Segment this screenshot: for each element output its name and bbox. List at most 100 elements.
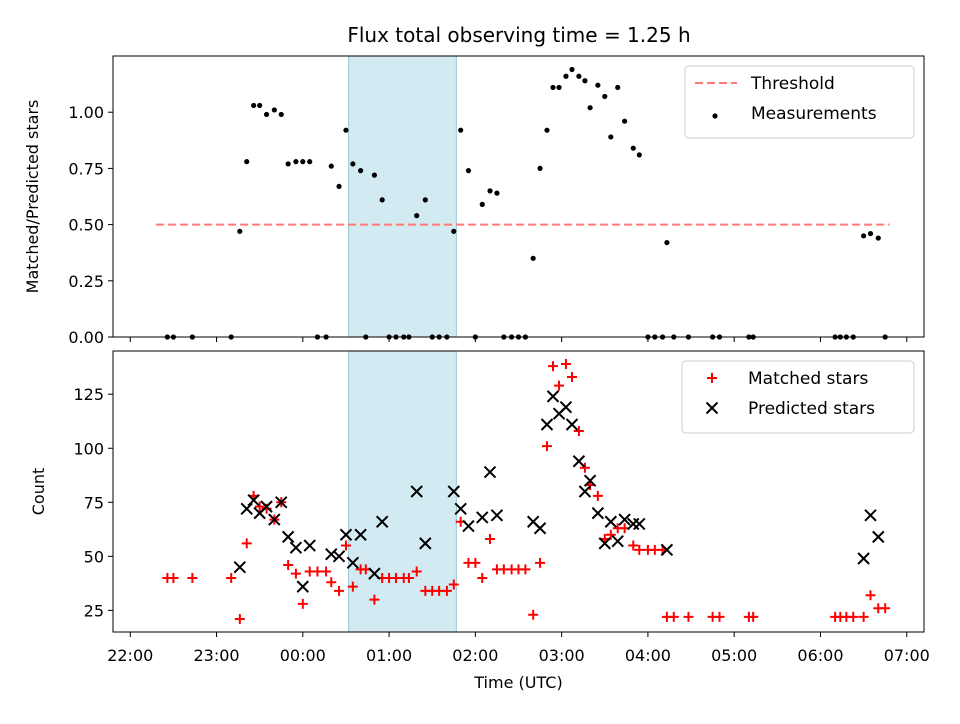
measurement-point xyxy=(636,152,642,158)
matched-star-point xyxy=(628,540,639,551)
measurement-point xyxy=(556,84,562,91)
measurement-point xyxy=(451,228,457,234)
matched-star-point xyxy=(528,609,539,620)
measurement-point xyxy=(587,105,593,111)
matched-star-point xyxy=(485,534,496,545)
predicted-star-point xyxy=(540,418,554,431)
legend-label: Predicted stars xyxy=(748,399,875,419)
y-tick-label: 50 xyxy=(84,547,104,566)
measurement-point xyxy=(237,228,243,234)
legend-label: Threshold xyxy=(750,74,835,94)
matched-star-point xyxy=(748,611,759,622)
predicted-star-point xyxy=(591,506,605,520)
matched-star-point xyxy=(579,462,590,473)
measurement-point xyxy=(244,159,250,165)
count-panel: 25 50 75 100 125 22:00 23:00 00:00 01:00 02:00 03:… xyxy=(29,350,930,692)
measurement-point xyxy=(343,127,349,133)
predicted-star-point xyxy=(346,556,360,570)
measurement-point xyxy=(563,73,569,79)
predicted-star-point xyxy=(872,530,885,544)
measurement-point xyxy=(602,93,608,100)
measurement-point xyxy=(569,66,575,73)
measurement-point xyxy=(350,161,356,167)
matched-star-point xyxy=(326,577,337,588)
matched-star-point xyxy=(573,425,584,436)
predicted-star-point xyxy=(332,550,346,563)
matched-star-point xyxy=(668,611,679,622)
predicted-star-point xyxy=(618,513,631,526)
predicted-star-point xyxy=(354,528,367,541)
measurement-point xyxy=(487,188,493,194)
matched-star-point xyxy=(865,590,876,601)
matched-star-point xyxy=(683,611,694,622)
y-tick-label: 125 xyxy=(73,385,104,404)
predicted-star-point xyxy=(233,560,247,574)
predicted-star-point xyxy=(375,515,389,528)
predicted-star-point xyxy=(281,530,295,544)
matched-star-point xyxy=(187,572,198,583)
measurement-point xyxy=(285,161,291,167)
predicted-star-point xyxy=(565,418,579,431)
predicted-star-point xyxy=(476,511,489,524)
y-tick-label: 75 xyxy=(84,493,104,512)
measurement-point xyxy=(336,183,342,189)
predicted-star-point xyxy=(447,485,461,498)
predicted-star-point xyxy=(660,543,674,557)
matched-star-point xyxy=(369,594,380,605)
predicted-star-point xyxy=(410,485,423,498)
predicted-star-point xyxy=(419,537,432,550)
measurement-point xyxy=(550,84,556,91)
matched-star-point xyxy=(541,441,552,452)
axes-frame xyxy=(112,55,925,338)
measurement-point xyxy=(861,233,867,239)
measurement-point xyxy=(608,134,614,140)
predicted-star-point xyxy=(864,509,877,522)
measurement-point xyxy=(615,84,621,91)
measurement-point xyxy=(328,163,334,169)
matched-star-point xyxy=(470,557,481,568)
y-tick-label: 100 xyxy=(73,439,104,458)
measurement-point xyxy=(530,255,536,261)
measurement-point xyxy=(875,235,881,241)
measurement-point xyxy=(300,159,306,165)
matched-star-point xyxy=(848,611,859,622)
axes-frame xyxy=(112,350,925,633)
predicted-star-point xyxy=(611,535,624,548)
y-axis-label: Matched/Predicted stars xyxy=(23,100,42,294)
matched-star-point xyxy=(448,579,459,590)
predicted-star-point xyxy=(857,552,870,565)
matched-star-point xyxy=(340,540,351,551)
measurement-point xyxy=(422,197,428,203)
predicted-star-point xyxy=(268,513,281,526)
y-tick-label: 0.75 xyxy=(68,159,104,178)
measurement-point xyxy=(371,172,378,178)
legend: Matched stars Predicted stars xyxy=(681,360,915,434)
matched-star-point xyxy=(560,358,571,369)
predicted-star-point xyxy=(240,502,253,515)
predicted-star-point xyxy=(339,528,353,541)
x-tick-label: 05:00 xyxy=(711,646,757,665)
predicted-star-point xyxy=(289,541,303,554)
matched-star-point xyxy=(535,557,546,568)
legend-label: Matched stars xyxy=(748,369,868,389)
predicted-star-point xyxy=(454,502,467,515)
y-axis-label: Count xyxy=(29,468,48,516)
measurement-point xyxy=(867,230,874,237)
predicted-star-point xyxy=(275,496,288,509)
measurement-point xyxy=(595,82,601,88)
measurement-point xyxy=(278,111,284,118)
legend-matched-swatch xyxy=(707,373,717,383)
matched-star-point xyxy=(168,572,179,583)
shaded-time-window xyxy=(348,55,457,338)
x-tick-label: 03:00 xyxy=(539,646,585,665)
predicted-star-point xyxy=(598,537,611,550)
legend-box xyxy=(681,360,915,434)
measurement-point xyxy=(271,107,277,113)
matched-star-point xyxy=(226,572,237,583)
matched-star-point xyxy=(858,611,869,622)
measurement-point xyxy=(358,168,364,174)
shaded-time-window xyxy=(348,350,457,633)
x-tick-label: 07:00 xyxy=(884,646,930,665)
measurement-point xyxy=(458,127,464,133)
matched-star-point xyxy=(566,371,577,382)
